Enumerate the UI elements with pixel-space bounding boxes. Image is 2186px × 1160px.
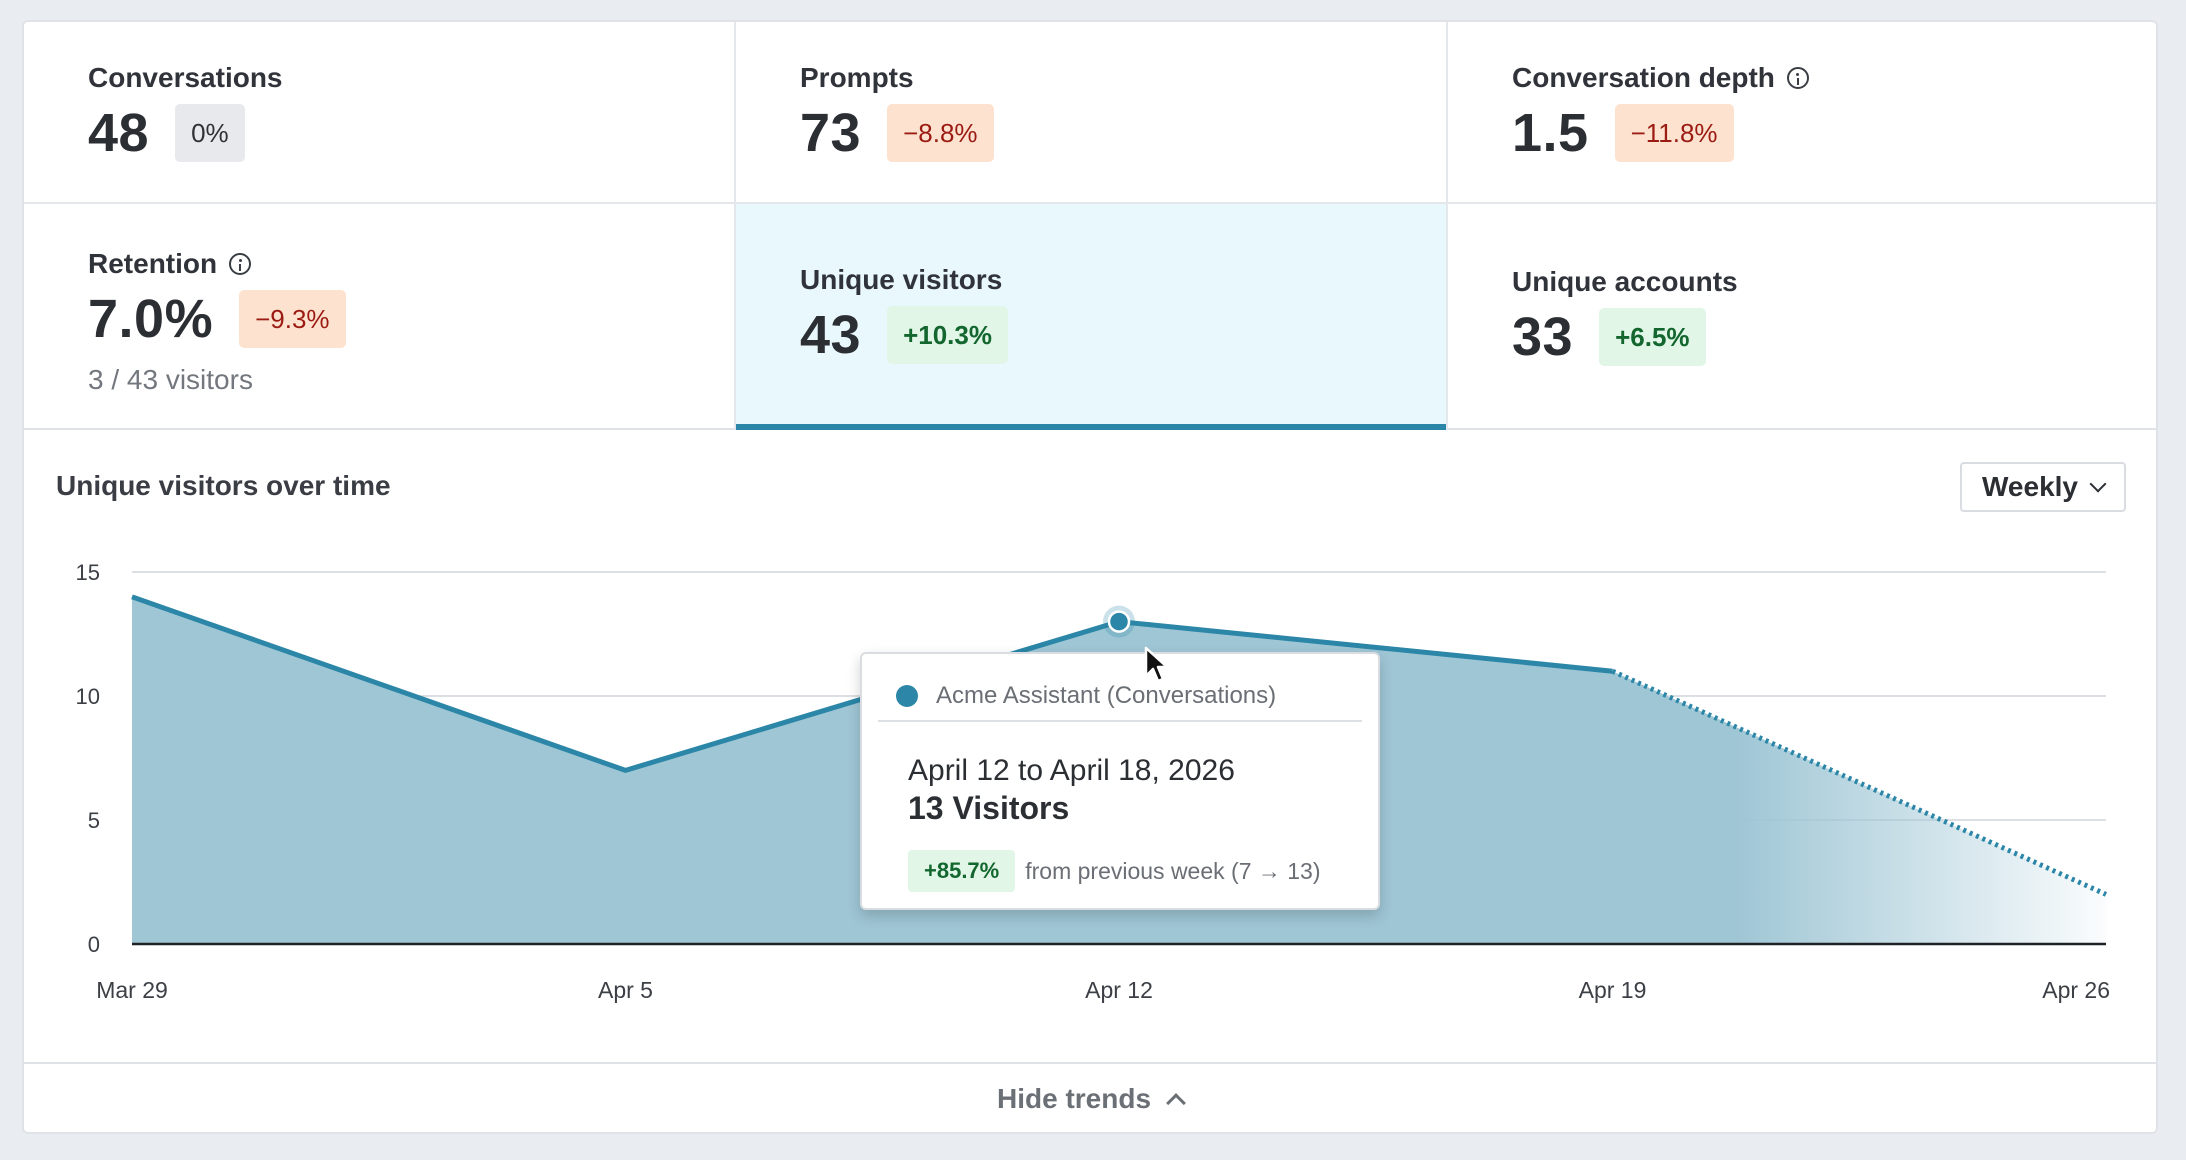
metric-unique-accounts[interactable]: Unique accounts 33 +6.5%: [1448, 204, 2156, 430]
info-icon[interactable]: [229, 253, 252, 275]
analytics-panel: Conversations 48 0% Prompts 73 −8.8% Con…: [22, 20, 2158, 1134]
x-tick-label: Apr 26: [2042, 977, 2110, 1003]
metric-label-text: Conversation depth: [1512, 62, 1775, 93]
metric-subtext: 3 / 43 visitors: [88, 364, 253, 395]
metric-value: 7.0%: [88, 289, 214, 349]
period-select[interactable]: Weekly: [1960, 462, 2126, 512]
y-tick-label: 5: [88, 808, 100, 833]
y-tick-label: 15: [76, 560, 100, 585]
mouse-cursor-icon: [1144, 646, 1169, 683]
change-badge: −11.8%: [1614, 104, 1734, 162]
metric-value: 33: [1512, 307, 1574, 367]
chart-tooltip: Acme Assistant (Conversations) April 12 …: [860, 652, 1380, 910]
area-fill-projected: [1612, 671, 2106, 944]
x-tick-label: Mar 29: [96, 977, 168, 1003]
y-tick-label: 10: [76, 684, 100, 709]
hide-trends-label: Hide trends: [996, 1083, 1152, 1114]
change-badge: +10.3%: [887, 306, 1008, 364]
metric-unique-visitors[interactable]: Unique visitors 43 +10.3%: [736, 204, 1448, 430]
metric-conversations[interactable]: Conversations 48 0%: [24, 22, 736, 204]
chart-title: Unique visitors over time: [56, 470, 391, 501]
metric-label-text: Unique accounts: [1512, 266, 1738, 297]
x-tick-label: Apr 19: [1579, 977, 1647, 1003]
metric-conversation-depth[interactable]: Conversation depth 1.5 −11.8%: [1448, 22, 2156, 204]
change-badge: −9.3%: [239, 290, 346, 348]
change-badge: −8.8%: [887, 104, 994, 162]
x-tick-label: Apr 12: [1085, 977, 1153, 1003]
metric-value: 43: [800, 305, 862, 365]
metric-value: 1.5: [1512, 103, 1589, 163]
metric-retention[interactable]: Retention 7.0% −9.3% 3 / 43 visitors: [24, 204, 736, 430]
metric-prompts[interactable]: Prompts 73 −8.8%: [736, 22, 1448, 204]
metric-value: 73: [800, 103, 862, 163]
tooltip-value: 13 Visitors: [908, 790, 1070, 826]
period-select-value: Weekly: [1982, 471, 2078, 502]
data-point: [1107, 610, 1131, 633]
chevron-up-icon: [1166, 1093, 1186, 1113]
tooltip-change-text: from previous week (7 → 13): [1025, 857, 1321, 884]
metrics-grid: Conversations 48 0% Prompts 73 −8.8% Con…: [24, 22, 2156, 430]
change-badge: +6.5%: [1599, 308, 1706, 366]
metric-label-text: Prompts: [800, 62, 914, 93]
x-tick-label: Apr 5: [598, 977, 653, 1003]
metric-label-text: Unique visitors: [800, 264, 1003, 295]
tooltip-date-range: April 12 to April 18, 2026: [908, 754, 1235, 787]
tooltip-change-badge: +85.7%: [908, 850, 1016, 892]
change-badge: 0%: [175, 104, 245, 162]
metric-label: Conversations: [88, 58, 734, 98]
metric-value: 48: [88, 103, 150, 163]
hide-trends-button[interactable]: Hide trends: [24, 1062, 2156, 1132]
tooltip-series: Acme Assistant (Conversations): [936, 682, 1277, 709]
metric-label-text: Conversations: [88, 62, 283, 93]
info-icon[interactable]: [1786, 67, 1809, 89]
y-tick-label: 0: [88, 932, 100, 957]
tooltip-header: Acme Assistant (Conversations): [878, 672, 1362, 722]
series-dot-icon: [896, 685, 918, 707]
metric-label-text: Retention: [88, 248, 218, 279]
